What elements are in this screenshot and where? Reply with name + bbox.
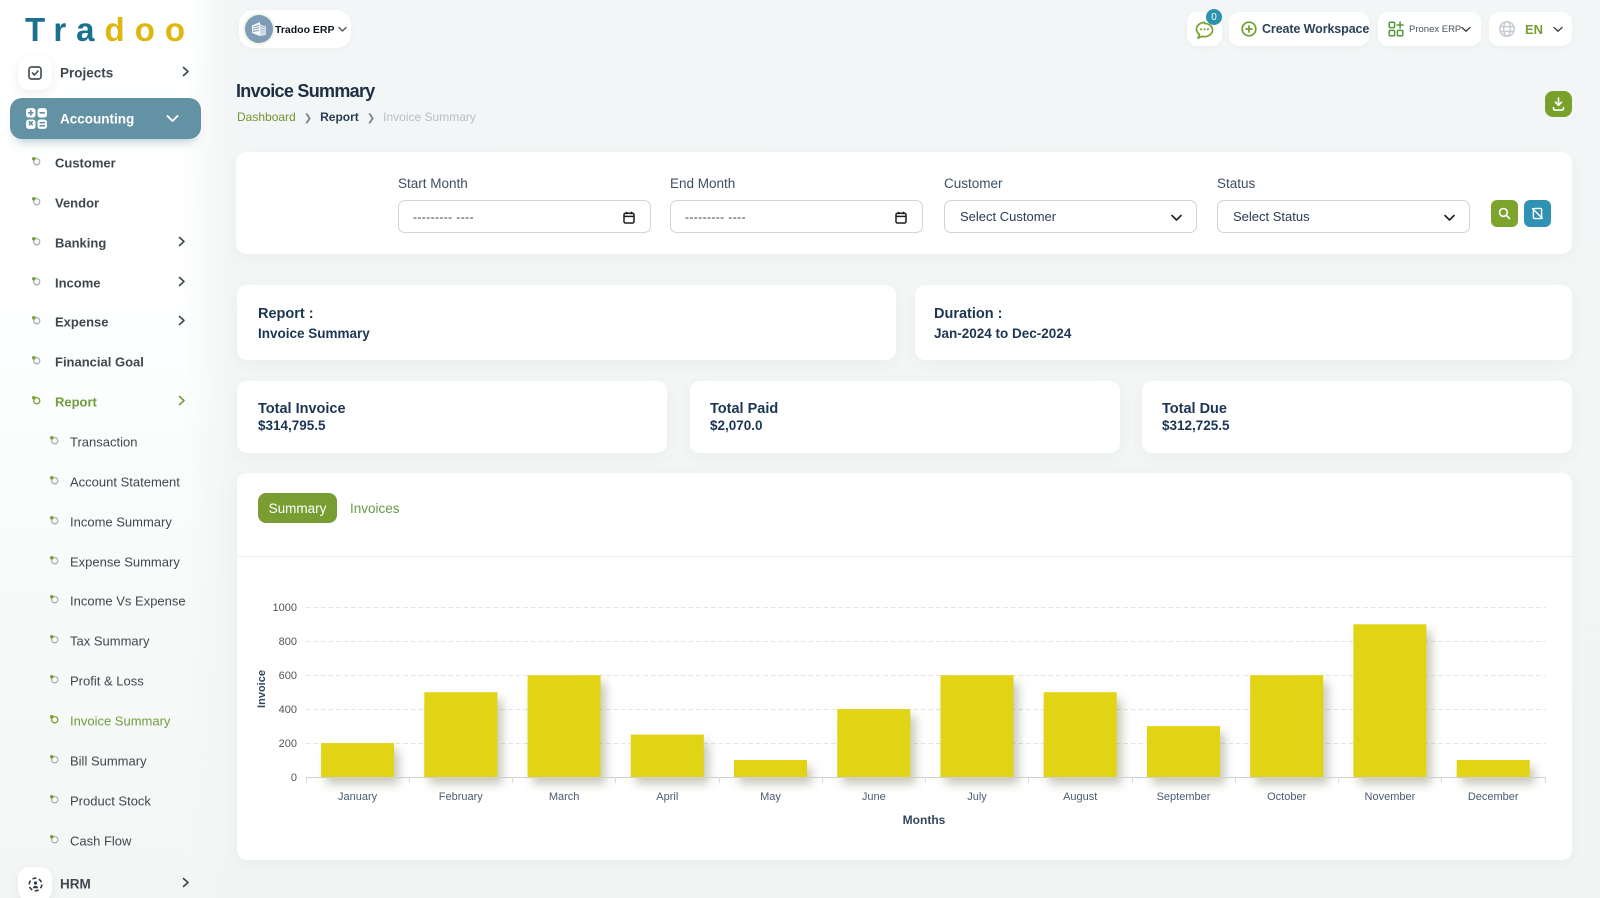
svg-text:December: December: [1468, 791, 1519, 803]
svg-text:0: 0: [291, 772, 297, 784]
svg-text:April: April: [656, 791, 678, 803]
svg-text:Months: Months: [903, 813, 946, 827]
svg-text:Invoice: Invoice: [256, 670, 268, 708]
svg-text:July: July: [967, 791, 987, 803]
svg-text:January: January: [338, 791, 378, 803]
svg-text:200: 200: [279, 738, 297, 750]
svg-text:June: June: [862, 791, 886, 803]
svg-text:February: February: [439, 791, 484, 803]
svg-text:May: May: [760, 791, 781, 803]
svg-text:August: August: [1063, 791, 1097, 803]
svg-text:September: September: [1157, 791, 1211, 803]
svg-text:800: 800: [279, 636, 297, 648]
svg-text:October: October: [1267, 791, 1306, 803]
svg-text:November: November: [1365, 791, 1416, 803]
svg-text:March: March: [549, 791, 580, 803]
svg-text:600: 600: [279, 670, 297, 682]
svg-text:400: 400: [279, 704, 297, 716]
svg-text:1000: 1000: [273, 602, 297, 614]
